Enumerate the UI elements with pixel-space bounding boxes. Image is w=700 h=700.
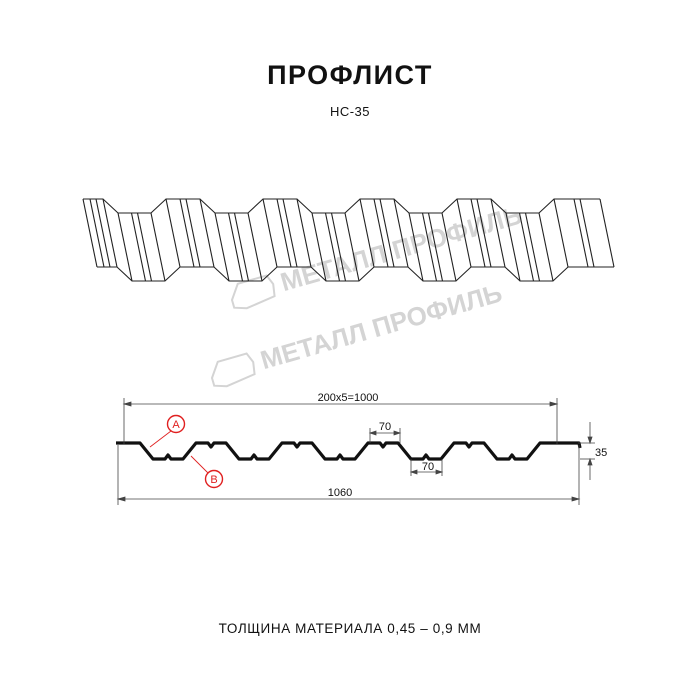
sheet-rib-line [130,212,147,282]
sheet-rib-line [518,212,535,282]
sheet-bottom-edge [97,266,614,282]
material-thickness: ТОЛЩИНА МАТЕРИАЛА 0,45 – 0,9 ММ [218,621,482,636]
sheet-rib-line [324,212,341,282]
sheet-fold-line [456,198,472,268]
sheet-rib-line [427,212,444,282]
sheet-rib-line [524,212,541,282]
watermark-logo-icon [210,352,256,388]
sheet-fold-line [344,212,360,282]
sheet-fold-line [117,212,133,282]
dim-crest-width: 70 [379,421,391,433]
sheet-rib-line [579,198,595,268]
callout-a-label: A [172,419,180,431]
sheet-rib-line [573,198,589,268]
sheet-fold-line [102,198,118,268]
sheet-rib-line [179,198,195,268]
sheet-rib-line [330,212,347,282]
sheet-3d-view [82,198,615,282]
sheet-rib-line [379,198,395,268]
sheet-fold-line [553,198,569,268]
callout-b: B [190,455,224,489]
sheet-fold-line [441,212,457,282]
dim-height: 35 [595,447,607,459]
dimension-lines [116,398,595,505]
callout-b-label: B [210,474,217,486]
sheet-rib-line [421,212,438,282]
callout-a: A [149,414,186,448]
sheet-rib-line [476,198,492,268]
sheet-rib-line [185,198,201,268]
sheet-rib-line [373,198,389,268]
sheet-fold-line [538,212,554,282]
sheet-fold-line [82,198,98,268]
sheet-fold-line [165,198,181,268]
sheet-fold-line [359,198,375,268]
sheet-fold-line [199,198,215,268]
dim-trough-width: 70 [422,461,434,473]
dim-pitch-total: 200x5=1000 [318,392,379,404]
sheet-fold-line [311,212,327,282]
profile-cross-section [116,441,582,461]
model-label: НС-35 [329,104,371,119]
sheet-fold-line [393,198,409,268]
sheet-fold-line [505,212,521,282]
sheet-fold-line [262,198,278,268]
sheet-fold-line [599,198,615,268]
sheet-fold-line [490,198,506,268]
watermark-logo-icon [230,274,276,310]
sheet-fold-line [247,212,263,282]
sheet-rib-line [136,212,153,282]
sheet-rib-line [227,212,244,282]
sheet-rib-line [95,198,111,268]
sheet-rib-line [233,212,250,282]
dim-overall-width: 1060 [328,487,352,499]
sheet-top-edge [83,198,600,214]
watermark-bottom: МЕТАЛЛ ПРОФИЛЬ [210,278,505,388]
sheet-fold-line [214,212,230,282]
sheet-fold-line [150,212,166,282]
sheet-rib-line [276,198,292,268]
sheet-rib-line [470,198,486,268]
sheet-fold-line [408,212,424,282]
page-title: ПРОФЛИСТ [267,60,433,90]
sheet-fold-line [296,198,312,268]
sheet-rib-line [89,198,105,268]
sheet-rib-line [282,198,298,268]
